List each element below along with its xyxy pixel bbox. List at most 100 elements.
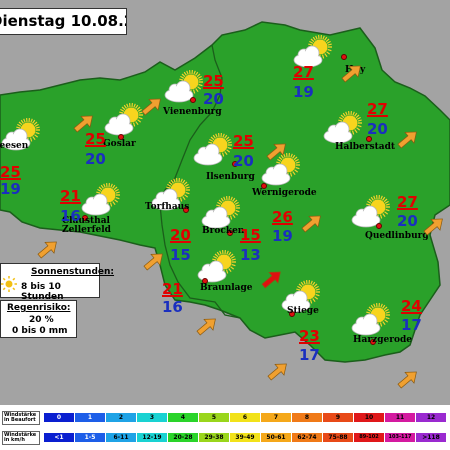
wind-arrow-icon — [266, 360, 290, 382]
legend-beaufort-12: 12 — [416, 413, 446, 422]
legend-kmh-10: 89-102 — [354, 433, 384, 442]
legend-kmh-label: Windstärke in km/h — [2, 431, 40, 445]
rain-label: Regenrisiko: — [7, 303, 71, 313]
tmax-halberstadt: 27 — [367, 100, 388, 118]
legend-beaufort-6: 6 — [230, 413, 260, 422]
town-name-quedlinburg: Quedlinburg — [365, 231, 429, 241]
legend-beaufort-9: 9 — [323, 413, 353, 422]
tmin-wernigerode: 19 — [272, 227, 293, 245]
legend-kmh-2: 6-11 — [106, 433, 136, 442]
tmax-clausthal-zellerfeld: 21 — [60, 187, 81, 205]
wind-arrow-icon — [422, 215, 446, 237]
legend-kmh-6: 39-49 — [230, 433, 260, 442]
wind-legend: Windstärke in Beaufort Windstärke in km/… — [0, 405, 450, 450]
sun-cloud-icon — [350, 303, 392, 337]
wind-arrow-icon — [265, 140, 289, 162]
sun-cloud-icon — [80, 183, 122, 217]
sun-cloud-icon — [322, 111, 364, 145]
wind-arrow-icon — [142, 250, 166, 272]
tmax-seesen: 25 — [0, 163, 21, 181]
legend-beaufort-11: 11 — [385, 413, 415, 422]
town-name-torfhaus: Torfhaus — [145, 202, 190, 212]
town-marker-braunlage — [202, 278, 208, 284]
sun-cloud-icon — [350, 195, 392, 229]
tmin-harzgerode: 17 — [401, 316, 422, 334]
town-name-wernigerode: Wernigerode — [252, 188, 317, 198]
legend-kmh-7: 50-61 — [261, 433, 291, 442]
tmax-ilsenburg: 25 — [233, 132, 254, 150]
town-name-ilsenburg: Ilsenburg — [206, 172, 255, 182]
tmin-huy: 19 — [293, 83, 314, 101]
tmin-quedlinburg: 20 — [397, 212, 418, 230]
legend-kmh-3: 12-19 — [137, 433, 167, 442]
town-marker-vienenburg — [190, 97, 196, 103]
tmax-vienenburg: 25 — [203, 72, 224, 90]
legend-kmh-4: 20-28 — [168, 433, 198, 442]
legend-beaufort-5: 5 — [199, 413, 229, 422]
tmin-stiege: 17 — [299, 346, 320, 364]
legend-beaufort-10: 10 — [354, 413, 384, 422]
legend-kmh-8: 62-74 — [292, 433, 322, 442]
tmin-seesen: 19 — [0, 180, 21, 198]
town-name-clausthal-zellerfeld: Clausthal Zellerfeld — [62, 216, 111, 235]
tmax-brocken: 15 — [240, 226, 261, 244]
wind-arrow-icon — [396, 128, 420, 150]
sun-cloud-icon — [150, 178, 192, 212]
town-marker-ilsenburg — [232, 161, 238, 167]
town-marker-huy — [341, 54, 347, 60]
wind-arrow-strong-icon — [260, 268, 284, 290]
tmax-quedlinburg: 27 — [397, 193, 418, 211]
sunshine-label: Sonnenstunden: — [31, 267, 115, 277]
town-name-braunlage: Braunlage — [200, 283, 253, 293]
town-marker-torfhaus — [183, 207, 189, 213]
legend-kmh-0: <1 — [44, 433, 74, 442]
sun-cloud-icon — [0, 118, 42, 152]
wind-arrow-icon — [140, 95, 164, 117]
town-name-stiege: Stiege — [287, 306, 319, 316]
sun-cloud-icon — [163, 70, 205, 104]
wind-arrow-icon — [36, 238, 60, 260]
town-marker-brocken — [227, 230, 233, 236]
town-marker-clausthal-zellerfeld — [82, 215, 88, 221]
town-marker-halberstadt — [366, 136, 372, 142]
legend-kmh-1: 1-5 — [75, 433, 105, 442]
sunshine-value: 8 bis 10 Stunden — [21, 282, 64, 302]
sun-icon — [1, 276, 17, 292]
sun-cloud-icon — [292, 35, 334, 69]
town-name-seesen: Seesen — [0, 141, 29, 151]
state-border — [159, 44, 241, 319]
rain-percent: 20 % — [29, 315, 54, 325]
legend-beaufort-0: 0 — [44, 413, 74, 422]
tmin-vienenburg: 20 — [203, 90, 224, 108]
town-marker-wernigerode — [261, 183, 267, 189]
tmax-torfhaus: 20 — [170, 226, 191, 244]
sun-cloud-icon — [280, 280, 322, 314]
legend-beaufort-1: 1 — [75, 413, 105, 422]
wind-arrow-icon — [195, 315, 219, 337]
tmax-huy: 27 — [293, 63, 314, 81]
sun-cloud-icon — [260, 153, 302, 187]
town-name-goslar: Goslar — [103, 139, 136, 149]
legend-beaufort-label: Windstärke in Beaufort — [2, 411, 40, 425]
tmax-wernigerode: 26 — [272, 208, 293, 226]
tmax-stiege: 23 — [299, 327, 320, 345]
legend-kmh-9: 75-88 — [323, 433, 353, 442]
wind-arrow-icon — [340, 62, 364, 84]
tmax-goslar: 25 — [85, 130, 106, 148]
region-area — [0, 21, 450, 363]
town-marker-stiege — [289, 311, 295, 317]
town-name-harzgerode: Harzgerode — [353, 335, 412, 345]
legend-kmh-5: 29-38 — [199, 433, 229, 442]
legend-beaufort-2: 2 — [106, 413, 136, 422]
town-name-brocken: Brocken — [202, 226, 245, 236]
sun-cloud-icon — [200, 196, 242, 230]
town-name-halberstadt: Halberstadt — [335, 142, 396, 152]
tmin-halberstadt: 20 — [367, 120, 388, 138]
tmin-ilsenburg: 20 — [233, 152, 254, 170]
rain-box: Regenrisiko: 20 % 0 bis 0 mm — [0, 300, 77, 338]
wind-arrow-icon — [396, 368, 420, 390]
tmax-braunlage: 21 — [162, 280, 183, 298]
rain-amount: 0 bis 0 mm — [12, 326, 68, 336]
